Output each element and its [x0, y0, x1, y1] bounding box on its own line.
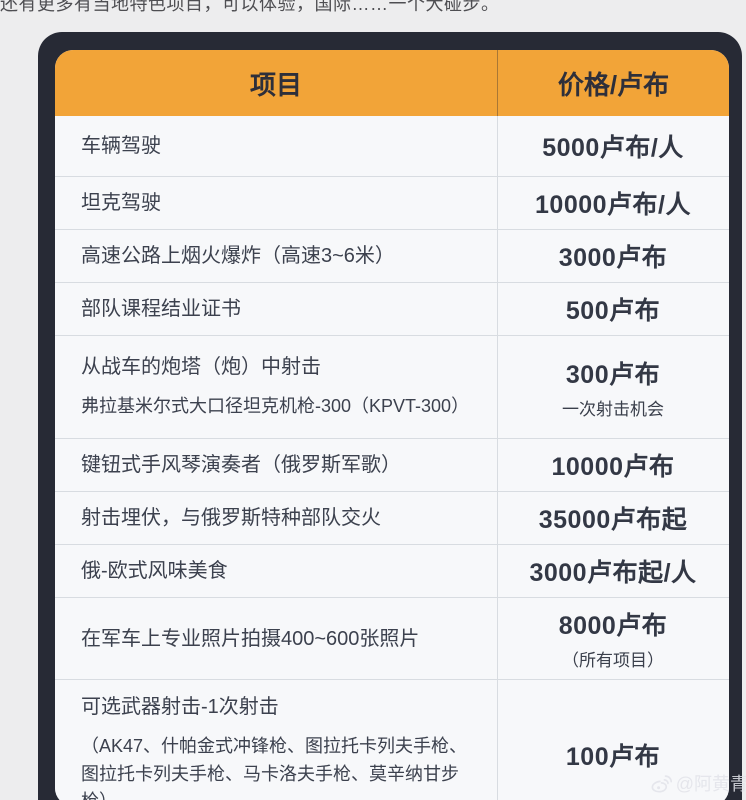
item-cell: 高速公路上烟火爆炸（高速3~6米）: [55, 230, 497, 282]
item-cell: 在军车上专业照片拍摄400~600张照片: [55, 598, 497, 679]
item-label: 俄-欧式风味美食: [81, 560, 228, 582]
item-label: 键钮式手风琴演奏者（俄罗斯军歌）: [81, 454, 401, 476]
table-row: 高速公路上烟火爆炸（高速3~6米） 3000卢布: [55, 229, 729, 282]
table-row: 在军车上专业照片拍摄400~600张照片 8000卢布 （所有项目）: [55, 597, 729, 679]
table-row: 部队课程结业证书 500卢布: [55, 282, 729, 335]
price-value: 35000卢布起: [538, 506, 688, 534]
table-row: 坦克驾驶 10000卢布/人: [55, 176, 729, 229]
price-cell: 3000卢布: [497, 230, 729, 282]
item-label: 可选武器射击-1次射击: [81, 695, 279, 718]
item-label: 高速公路上烟火爆炸（高速3~6米）: [81, 245, 395, 267]
col-header-item: 项目: [249, 69, 302, 100]
price-value: 100卢布: [565, 743, 661, 771]
table-body: 车辆驾驶 5000卢布/人 坦克驾驶 10000卢布/人 高速公路上烟火爆炸（高…: [55, 116, 729, 800]
watermark: @阿黄青: [649, 772, 746, 796]
weibo-icon: [649, 772, 673, 796]
watermark-handle: @阿黄青: [675, 774, 746, 794]
price-value: 3000卢布起/人: [529, 559, 697, 587]
price-table-card: 项目 价格/卢布 车辆驾驶 5000卢布/人 坦克驾驶 10000卢布/人 高速…: [38, 32, 742, 800]
item-cell: 从战车的炮塔（炮）中射击 弗拉基米尔式大口径坦克机枪-300（KPVT-300）: [55, 336, 497, 438]
price-value: 300卢布: [565, 360, 661, 389]
item-label: 坦克驾驶: [81, 192, 161, 214]
price-value: 500卢布: [565, 297, 661, 325]
price-cell: 500卢布: [497, 283, 729, 335]
item-label: 车辆驾驶: [81, 135, 161, 157]
price-cell: 10000卢布: [497, 439, 729, 491]
price-note: （所有项目）: [562, 651, 664, 670]
price-value: 5000卢布/人: [542, 134, 684, 162]
top-caption: 还有更多有当地特色项目，可以体验，国际……一个大碰步。: [0, 0, 500, 14]
table-header: 项目 价格/卢布: [55, 50, 729, 116]
price-cell: 3000卢布起/人: [497, 545, 729, 597]
item-label: 射击埋伏，与俄罗斯特种部队交火: [81, 507, 381, 529]
item-label: 在军车上专业照片拍摄400~600张照片: [81, 627, 420, 650]
price-value: 10000卢布: [551, 453, 675, 481]
price-value: 8000卢布: [558, 612, 668, 640]
col-header-price: 价格/卢布: [497, 50, 729, 116]
item-sublabel: （AK47、什帕金式冲锋枪、图拉托卡列夫手枪、 图拉托卡列夫手枪、马卡洛夫手枪、…: [81, 735, 468, 800]
price-cell: 300卢布 一次射击机会: [497, 336, 729, 438]
price-cell: 100卢布: [497, 680, 729, 800]
item-label: 部队课程结业证书: [81, 298, 241, 320]
table-row: 射击埋伏，与俄罗斯特种部队交火 35000卢布起: [55, 491, 729, 544]
price-table: 项目 价格/卢布 车辆驾驶 5000卢布/人 坦克驾驶 10000卢布/人 高速…: [55, 50, 729, 800]
table-row: 从战车的炮塔（炮）中射击 弗拉基米尔式大口径坦克机枪-300（KPVT-300）…: [55, 335, 729, 438]
table-row: 键钮式手风琴演奏者（俄罗斯军歌） 10000卢布: [55, 438, 729, 491]
price-cell: 10000卢布/人: [497, 177, 729, 229]
price-cell: 35000卢布起: [497, 492, 729, 544]
price-cell: 5000卢布/人: [497, 116, 729, 176]
price-value: 3000卢布: [558, 244, 668, 272]
item-cell: 坦克驾驶: [55, 177, 497, 229]
price-value: 10000卢布/人: [535, 191, 691, 219]
item-cell: 车辆驾驶: [55, 116, 497, 176]
item-cell: 可选武器射击-1次射击 （AK47、什帕金式冲锋枪、图拉托卡列夫手枪、 图拉托卡…: [55, 680, 497, 800]
item-cell: 俄-欧式风味美食: [55, 545, 497, 597]
item-sublabel: 弗拉基米尔式大口径坦克机枪-300（KPVT-300）: [81, 395, 470, 416]
table-row: 可选武器射击-1次射击 （AK47、什帕金式冲锋枪、图拉托卡列夫手枪、 图拉托卡…: [55, 679, 729, 800]
table-row: 俄-欧式风味美食 3000卢布起/人: [55, 544, 729, 597]
item-cell: 部队课程结业证书: [55, 283, 497, 335]
price-note: 一次射击机会: [562, 399, 664, 419]
item-label: 从战车的炮塔（炮）中射击: [81, 355, 321, 378]
price-cell: 8000卢布 （所有项目）: [497, 598, 729, 679]
item-cell: 射击埋伏，与俄罗斯特种部队交火: [55, 492, 497, 544]
table-row: 车辆驾驶 5000卢布/人: [55, 116, 729, 176]
item-cell: 键钮式手风琴演奏者（俄罗斯军歌）: [55, 439, 497, 491]
